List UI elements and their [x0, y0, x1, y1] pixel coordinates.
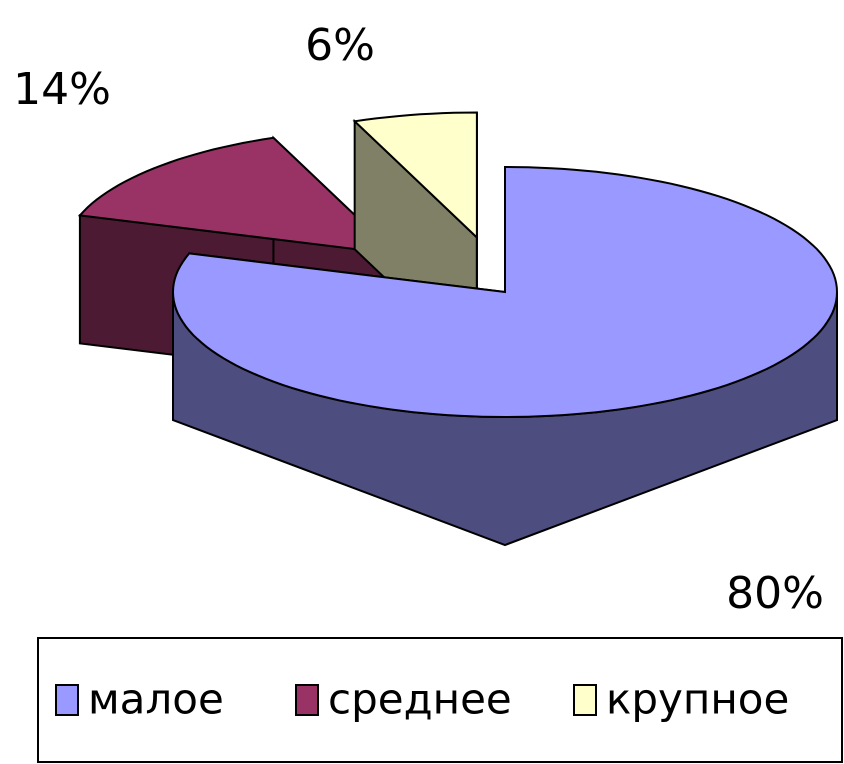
legend-label: малое	[88, 675, 224, 724]
data-label: 6%	[305, 20, 375, 71]
slice	[171, 165, 839, 419]
slice	[77, 136, 399, 256]
legend-swatch	[295, 684, 319, 716]
data-label: 14%	[13, 64, 111, 115]
legend-box	[37, 637, 843, 763]
slice	[352, 111, 478, 240]
data-label: 80%	[726, 568, 824, 619]
legend-label: среднее	[328, 675, 512, 724]
legend-label: крупное	[606, 675, 789, 724]
legend-swatch	[55, 684, 79, 716]
legend-swatch	[573, 684, 597, 716]
